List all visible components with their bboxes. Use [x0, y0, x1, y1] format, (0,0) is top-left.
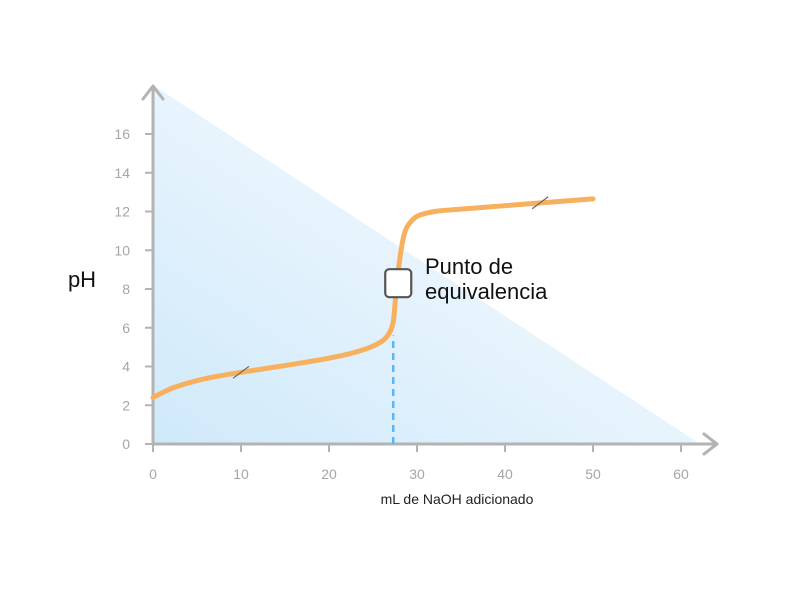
y-tick-label: 4 — [122, 359, 130, 375]
x-tick-label: 0 — [149, 466, 157, 482]
equivalence-annotation: Punto de equivalencia — [384, 254, 548, 304]
y-axis-arrow-icon — [141, 84, 165, 101]
x-axis-ticks: 0 10 20 30 40 50 60 — [149, 444, 689, 482]
y-tick-label: 2 — [122, 397, 130, 413]
tangent-marks — [232, 196, 549, 379]
x-axis-arrow-icon — [702, 432, 719, 456]
equivalence-label-line1: Punto de — [425, 254, 513, 279]
x-tick-label: 20 — [321, 466, 337, 482]
y-tick-label: 0 — [122, 436, 130, 452]
y-tick-label: 10 — [114, 242, 130, 258]
x-tick-label: 10 — [233, 466, 249, 482]
x-tick-label: 40 — [497, 466, 513, 482]
titration-curve — [150, 196, 596, 400]
equivalence-label-line2: equivalencia — [425, 279, 548, 304]
x-tick-label: 60 — [673, 466, 689, 482]
axes — [141, 84, 719, 456]
x-axis-title: mL de NaOH adicionado — [381, 491, 534, 507]
y-tick-label: 14 — [114, 165, 130, 181]
x-tick-label: 30 — [409, 466, 425, 482]
series-layer — [150, 196, 596, 400]
y-axis-ticks: 0 2 4 6 8 10 12 14 16 — [114, 126, 153, 452]
y-tick-label: 12 — [114, 204, 130, 220]
y-tick-label: 8 — [122, 281, 130, 297]
x-tick-label: 50 — [585, 466, 601, 482]
background-gradient-fill — [153, 85, 700, 444]
y-axis-title: pH — [68, 267, 96, 292]
equivalence-point-marker — [384, 268, 413, 299]
tangent-mark — [531, 196, 549, 210]
y-tick-label: 16 — [114, 126, 130, 142]
tangent-mark — [232, 365, 250, 379]
y-tick-label: 6 — [122, 320, 130, 336]
